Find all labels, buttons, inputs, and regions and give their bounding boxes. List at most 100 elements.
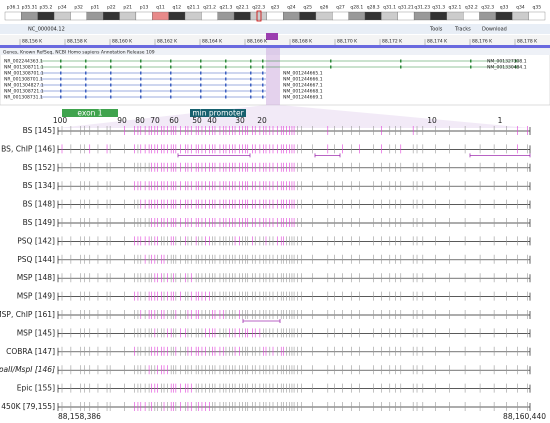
row-label: BS [134]: [23, 181, 55, 190]
chromosome-band: [184, 11, 202, 21]
row-label: Epic [155]: [17, 384, 55, 393]
exon: [262, 95, 264, 99]
exon: [170, 59, 172, 63]
band-label: q28.3: [367, 5, 380, 11]
chromosome-band: [348, 11, 366, 21]
transcript-label: NM_001304827.1: [4, 83, 44, 89]
ruler-label: 88,172 K: [382, 39, 403, 45]
transcript-label: NM_001308711.1: [4, 65, 44, 71]
exon: [250, 83, 252, 87]
band-label: q11: [156, 5, 165, 11]
ruler-label: 88,174 K: [427, 39, 448, 45]
promoter-label: min promoter: [192, 109, 244, 118]
band-label: q27: [336, 5, 345, 11]
exon: [225, 71, 227, 75]
zoom-funnel: [58, 105, 530, 128]
band-label: q21.3: [219, 5, 232, 11]
accession: NC_000004.12: [28, 27, 65, 33]
cpg-number: 10: [427, 116, 437, 125]
band-label: q31.23: [414, 5, 430, 11]
transcript-label: NM_001244669.1: [283, 95, 323, 101]
cpg-number: 1: [498, 116, 503, 125]
exon: [170, 71, 172, 75]
cpg-number: 30: [235, 116, 245, 125]
transcript-label: NR_001308701.1: [4, 77, 43, 83]
cpg-number: 100: [53, 116, 68, 125]
exon: [200, 65, 202, 69]
exon: [110, 89, 112, 93]
ruler-label: 88,158 K: [67, 39, 88, 45]
transcript-label: NM_001244667.1: [283, 83, 323, 89]
exon: [470, 65, 472, 69]
exon: [60, 71, 62, 75]
exon: [262, 83, 264, 87]
exon: [225, 77, 227, 81]
exon: [170, 95, 172, 99]
band-label: q28.1: [350, 5, 363, 11]
exon: [170, 83, 172, 87]
transcript-label: NR_002244363.1: [4, 59, 43, 65]
exon: [140, 83, 142, 87]
start-coordinate: 88,158,386: [58, 412, 101, 421]
band-label: p36.1: [7, 5, 20, 11]
chromosome-band: [283, 11, 300, 21]
exon: [85, 71, 87, 75]
transcript-label: NM_001244666.1: [283, 77, 323, 83]
row-label: MSP [148]: [17, 273, 55, 282]
tools-menu[interactable]: Tools: [429, 27, 443, 33]
chromosome-band: [168, 11, 186, 21]
ruler-bar: [0, 45, 550, 48]
exon: [140, 77, 142, 81]
exon: [60, 89, 62, 93]
exon: [60, 65, 62, 69]
band-label: q32.3: [481, 5, 494, 11]
exon: [262, 71, 264, 75]
row-label: PSQ [144]: [17, 255, 55, 264]
toolbar: [0, 24, 550, 34]
chromosome-band: [86, 11, 104, 21]
exon: [110, 59, 112, 63]
chromosome-band: [299, 11, 317, 21]
transcript-label: NM_001327308.1: [487, 59, 527, 65]
band-label: p13: [140, 5, 149, 11]
download-menu[interactable]: Download: [482, 27, 507, 33]
row-label: MSP, ChIP [161]: [0, 310, 55, 319]
row-label: BS [152]: [23, 163, 55, 172]
transcript-label: NR_001308731.1: [4, 95, 43, 101]
exon: [140, 89, 142, 93]
band-label: q32.1: [449, 5, 462, 11]
exon: [140, 71, 142, 75]
exon: [400, 65, 402, 69]
band-label: p34: [58, 5, 67, 11]
cpg-number: 40: [207, 116, 217, 125]
exon: [262, 89, 264, 93]
band-label: p22: [107, 5, 116, 11]
band-label: q32.2: [465, 5, 478, 11]
row-label: MSP [145]: [17, 328, 55, 337]
chromosome-position: [256, 10, 262, 22]
transcript-label: NM_001244665.1: [283, 71, 323, 77]
ruler-label: 88,166 K: [247, 39, 268, 45]
tracks-menu[interactable]: Tracks: [454, 27, 471, 33]
band-label: p32: [74, 5, 83, 11]
exon: [85, 83, 87, 87]
exon: [262, 59, 264, 63]
exon: [110, 71, 112, 75]
ruler-label: 88,160 K: [112, 39, 133, 45]
transcript-label: NM_001308701.1: [4, 71, 44, 77]
cpg-number: 80: [135, 116, 145, 125]
exon: [400, 59, 402, 63]
exon: [140, 95, 142, 99]
exon: [85, 77, 87, 81]
exon: [60, 83, 62, 87]
chromosome-band: [21, 11, 38, 21]
chromosome-band: [381, 11, 398, 21]
band-label: q31.21: [398, 5, 414, 11]
chromosome-band: [233, 11, 251, 21]
cpg-number: 50: [192, 116, 202, 125]
band-label: q24: [287, 5, 296, 11]
chromosome-band: [135, 11, 153, 21]
band-label: q26: [320, 5, 329, 11]
band-label: p31: [91, 5, 100, 11]
transcript-label: NM_001244668.1: [283, 89, 323, 95]
